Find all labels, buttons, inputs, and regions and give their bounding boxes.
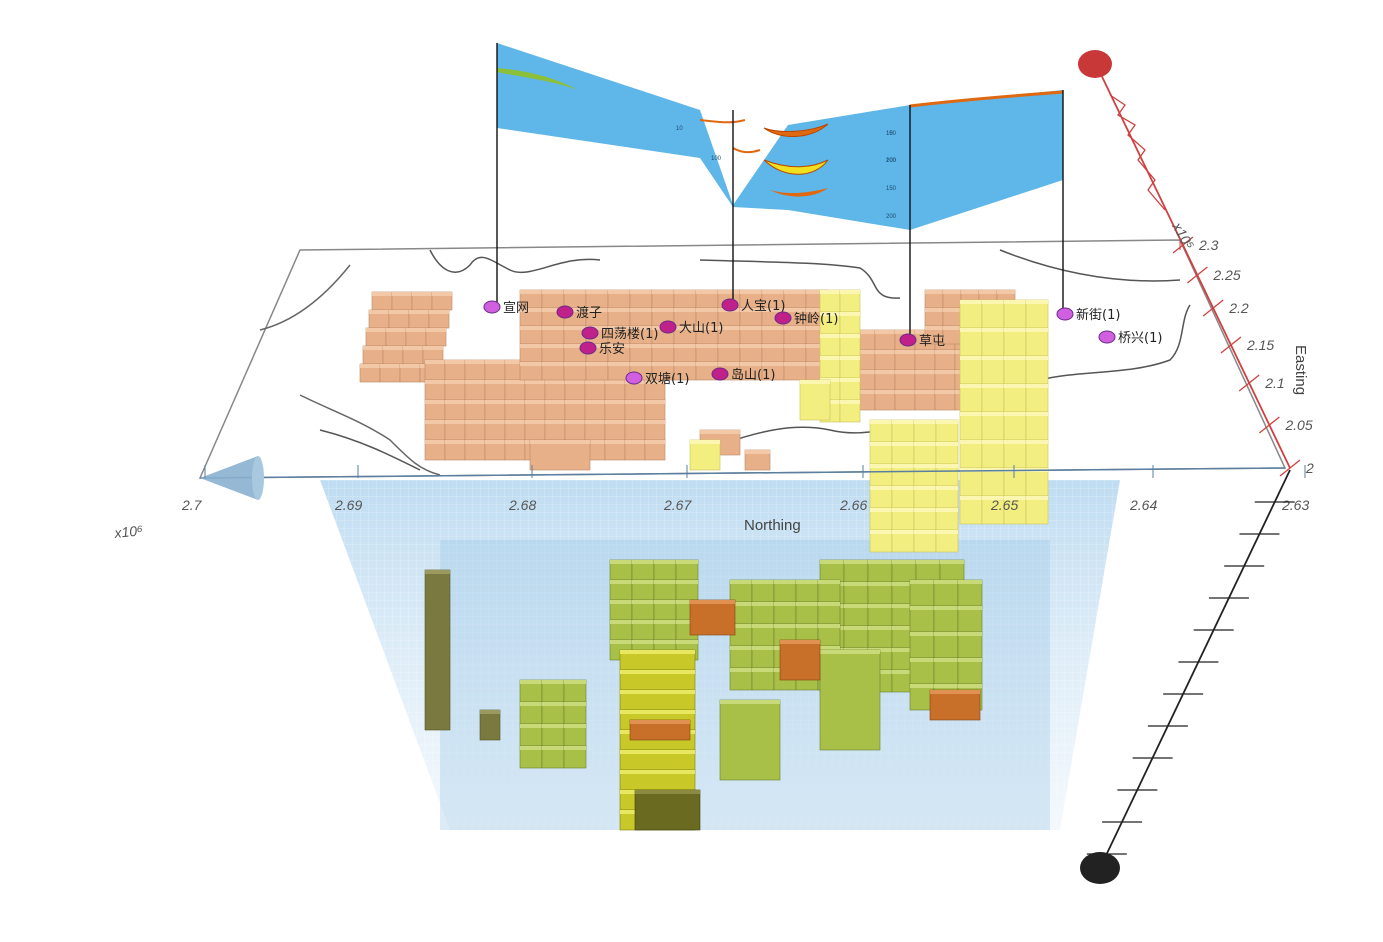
well-label: 岛山(1) <box>731 367 775 383</box>
surface-voxel-blocks <box>359 289 1049 553</box>
well-dot-icon <box>1098 330 1116 344</box>
easting-axis-handle-icon[interactable] <box>1078 50 1112 78</box>
easting-axis-title: Easting <box>1292 345 1309 395</box>
easting-tick-label: 2.1 <box>1264 375 1284 391</box>
well-label: 新街(1) <box>1076 307 1120 323</box>
easting-tick-label: 2.2 <box>1228 300 1249 316</box>
easting-tick-label: 2.15 <box>1246 337 1274 353</box>
well-marker[interactable]: 乐安 <box>579 341 625 357</box>
northing-tick-label: 2.7 <box>181 497 203 513</box>
orange-layer-2 <box>770 188 828 197</box>
depth-axis-handle-icon[interactable] <box>1080 852 1120 884</box>
well-dot-icon <box>625 371 643 385</box>
well-dot-icon <box>579 341 597 355</box>
well-dot-icon <box>659 320 677 334</box>
section-depth-tick: 150 <box>886 131 897 137</box>
easting-tick-label: 2.05 <box>1284 417 1312 433</box>
well-label: 四荡楼(1) <box>601 327 658 342</box>
well-marker[interactable]: 双塘(1) <box>625 371 689 387</box>
northing-tick-label: 2.68 <box>508 497 536 513</box>
well-marker[interactable]: 人宝(1) <box>721 298 785 314</box>
cross-section-panel[interactable]: 10 10 100 100 150 150 200 200 <box>497 43 1064 230</box>
well-marker[interactable]: 新街(1) <box>1056 307 1120 323</box>
yellow-layer <box>763 159 829 175</box>
well-marker[interactable]: 宣网 <box>483 300 529 316</box>
easting-tick-label: 2.25 <box>1212 267 1240 283</box>
northing-tick-label: 2.67 <box>663 497 692 513</box>
easting-tick-label: 2 <box>1305 460 1314 476</box>
northing-tick-label: 2.63 <box>1281 497 1309 513</box>
section-depth-ticks: 10 10 100 100 150 150 200 200 <box>676 126 897 220</box>
well-lines <box>496 43 1064 338</box>
well-label: 宣网 <box>503 300 529 316</box>
section-depth-tick: 100 <box>711 156 722 162</box>
section-depth-tick: 200 <box>886 158 897 164</box>
orange-layer-1 <box>763 123 829 138</box>
northing-tick-label: 2.69 <box>334 497 362 513</box>
section-depth-tick: 10 <box>676 126 683 132</box>
well-dot-icon <box>711 367 729 381</box>
section-depth-tick: 200 <box>886 214 897 220</box>
well-marker[interactable]: 大山(1) <box>659 320 723 336</box>
easting-axis: 22.052.12.152.22.252.3 Easting x10⁵ <box>1078 50 1314 477</box>
well-marker[interactable]: 四荡楼(1) <box>581 326 658 342</box>
well-label: 钟岭(1) <box>794 311 838 327</box>
camera-cone-icon[interactable] <box>200 456 258 500</box>
well-dot-icon <box>721 298 739 312</box>
well-label: 草屯 <box>919 334 945 349</box>
well-label: 大山(1) <box>679 321 723 336</box>
well-dot-icon <box>774 311 792 325</box>
northing-tick-label: 2.66 <box>839 497 867 513</box>
well-dot-icon <box>483 300 501 314</box>
well-marker[interactable]: 桥兴(1) <box>1098 330 1162 346</box>
well-label: 人宝(1) <box>741 299 785 314</box>
green-layer <box>497 68 578 90</box>
section-depth-tick: 10 <box>886 131 893 137</box>
well-label: 渡子 <box>576 305 602 321</box>
well-dot-icon <box>556 305 574 319</box>
northing-axis-title: Northing <box>744 517 801 534</box>
well-dot-icon <box>1056 307 1074 321</box>
section-depth-tick: 100 <box>886 158 897 164</box>
northing-exponent-label: x10⁶ <box>113 522 144 541</box>
well-marker[interactable]: 渡子 <box>556 305 602 321</box>
depth-axis <box>1080 469 1295 884</box>
northing-axis: 2.7 2.69 2.68 2.67 2.66 2.65 2.64 2.63 Northing… <box>113 456 1309 541</box>
section-depth-tick: 150 <box>886 186 897 192</box>
well-marker[interactable]: 岛山(1) <box>711 367 775 383</box>
well-dot-icon <box>899 333 917 347</box>
well-marker[interactable]: 草屯 <box>899 333 945 349</box>
well-label: 桥兴(1) <box>1118 331 1162 346</box>
well-label: 双塘(1) <box>645 371 689 387</box>
easting-tick-label: 2.3 <box>1198 237 1219 253</box>
well-marker[interactable]: 钟岭(1) <box>774 311 838 327</box>
deep-voxel-blocks <box>424 559 983 831</box>
northing-tick-label: 2.64 <box>1129 497 1157 513</box>
well-dot-icon <box>581 326 599 340</box>
well-label: 乐安 <box>599 342 625 357</box>
northing-tick-label: 2.65 <box>990 497 1018 513</box>
